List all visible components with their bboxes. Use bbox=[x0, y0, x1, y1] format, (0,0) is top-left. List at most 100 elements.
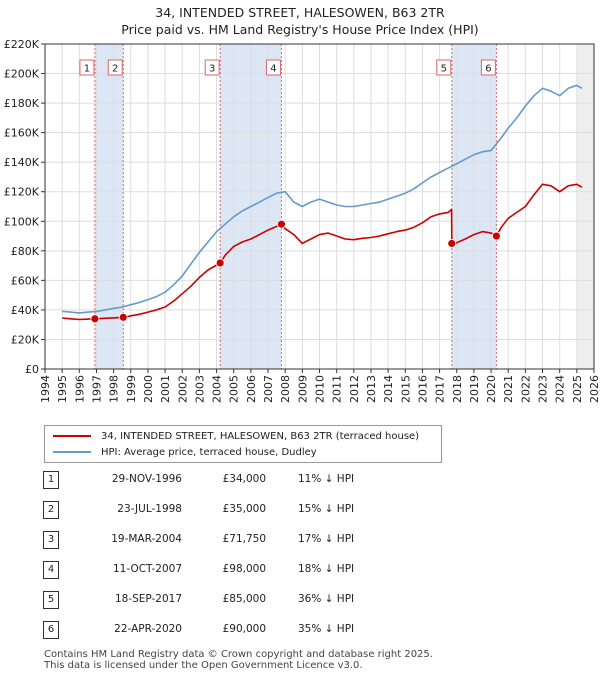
legend-item-hpi: HPI: Average price, terraced house, Dudl… bbox=[53, 445, 317, 459]
footer-attribution: Contains HM Land Registry data © Crown c… bbox=[44, 649, 433, 671]
sale-marker-box bbox=[480, 59, 496, 76]
x-tick-label: 1994 bbox=[39, 375, 52, 403]
sale-date: 29-NOV-1996 bbox=[111, 473, 182, 485]
chart-title-block: 34, INTENDED STREET, HALESOWEN, B63 2TR … bbox=[0, 4, 600, 38]
x-tick-label: 2010 bbox=[314, 375, 327, 403]
x-tick-label: 2024 bbox=[554, 375, 567, 403]
sale-marker-label: 1 bbox=[84, 64, 90, 75]
sale-price: £34,000 bbox=[222, 473, 266, 485]
x-tick-label: 2004 bbox=[211, 375, 224, 403]
sale-date: 22-APR-2020 bbox=[114, 623, 182, 635]
sale-price: £71,750 bbox=[222, 533, 266, 545]
chart-title-address: 34, INTENDED STREET, HALESOWEN, B63 2TR bbox=[155, 5, 445, 20]
legend-price-label: 34, INTENDED STREET, HALESOWEN, B63 2TR … bbox=[101, 430, 420, 442]
x-tick-label: 2016 bbox=[416, 375, 429, 403]
footer-copyright: Contains HM Land Registry data © Crown c… bbox=[44, 649, 433, 660]
x-tick-label: 2021 bbox=[502, 375, 515, 403]
y-tick-label: £40K bbox=[11, 304, 40, 317]
sale-marker-box bbox=[79, 59, 95, 76]
sale-marker bbox=[447, 239, 457, 248]
sale-hpi-diff: 17% ↓ HPI bbox=[298, 533, 355, 545]
x-tick-label: 2002 bbox=[176, 375, 189, 403]
x-tick-label: 2006 bbox=[245, 375, 258, 403]
chart-title-subtitle: Price paid vs. HM Land Registry's House … bbox=[121, 22, 479, 37]
chart-legend: 34, INTENDED STREET, HALESOWEN, B63 2TR … bbox=[44, 425, 442, 463]
sale-hpi-diff: 15% ↓ HPI bbox=[298, 503, 355, 515]
sale-marker bbox=[118, 312, 128, 322]
sale-hpi-diff: 35% ↓ HPI bbox=[298, 623, 355, 635]
y-tick-label: £120K bbox=[4, 186, 40, 199]
y-tick-label: £100K bbox=[4, 215, 40, 228]
x-tick-label: 2020 bbox=[485, 375, 498, 403]
footer-licence: This data is licensed under the Open Gov… bbox=[44, 660, 363, 671]
sale-marker-label: 6 bbox=[485, 64, 491, 75]
sale-price: £35,000 bbox=[222, 503, 266, 515]
y-tick-label: £60K bbox=[11, 274, 40, 287]
x-tick-label: 2011 bbox=[331, 375, 344, 403]
y-tick-label: £220K bbox=[4, 38, 40, 51]
sale-number-badge: 2 bbox=[43, 501, 59, 519]
x-tick-label: 2000 bbox=[142, 375, 155, 403]
sale-marker-label: 5 bbox=[441, 64, 447, 75]
x-tick-label: 2007 bbox=[262, 375, 275, 403]
legend-hpi-label: HPI: Average price, terraced house, Dudl… bbox=[101, 446, 317, 458]
y-tick-label: £180K bbox=[4, 97, 40, 110]
sale-price: £85,000 bbox=[222, 593, 266, 605]
sale-marker-label: 4 bbox=[270, 64, 276, 75]
x-tick-label: 2003 bbox=[193, 375, 206, 403]
y-tick-label: £200K bbox=[4, 68, 40, 81]
sale-row: 1 29-NOV-1996 £34,000 11% ↓ HPI bbox=[40, 471, 460, 489]
y-tick-label: £80K bbox=[11, 245, 40, 258]
x-tick-label: 2008 bbox=[279, 375, 292, 403]
sale-row: 2 23-JUL-1998 £35,000 15% ↓ HPI bbox=[40, 501, 460, 519]
y-tick-label: £0 bbox=[25, 363, 39, 376]
legend-item-price: 34, INTENDED STREET, HALESOWEN, B63 2TR … bbox=[53, 429, 419, 443]
x-tick-label: 1995 bbox=[56, 375, 69, 403]
x-tick-label: 2025 bbox=[571, 375, 584, 403]
x-tick-label: 2014 bbox=[382, 375, 395, 403]
sale-hpi-diff: 11% ↓ HPI bbox=[298, 473, 355, 485]
sale-marker bbox=[90, 314, 100, 324]
price-chart: 1 2 3 4 5 6 £0 £20K £40K £60K £80K £100K £120K £140K… bbox=[4, 38, 600, 403]
sale-marker-box bbox=[107, 59, 123, 76]
sale-marker-label: 2 bbox=[112, 64, 118, 75]
legend-price-swatch bbox=[53, 435, 91, 437]
sale-marker bbox=[215, 258, 225, 268]
x-tick-label: 2023 bbox=[537, 375, 550, 403]
sale-hpi-diff: 36% ↓ HPI bbox=[298, 593, 355, 605]
y-tick-label: £20K bbox=[11, 333, 40, 346]
x-tick-label: 2018 bbox=[451, 375, 464, 403]
ownership-shade bbox=[94, 44, 124, 369]
sale-number-badge: 5 bbox=[43, 591, 59, 609]
sale-marker bbox=[277, 219, 286, 229]
sale-marker-label: 3 bbox=[209, 64, 215, 75]
x-tick-label: 1999 bbox=[125, 375, 138, 403]
sale-hpi-diff: 18% ↓ HPI bbox=[298, 563, 355, 575]
x-tick-label: 2013 bbox=[365, 375, 378, 403]
legend-hpi-swatch bbox=[53, 451, 91, 453]
x-tick-label: 2005 bbox=[228, 375, 241, 403]
sale-date: 11-OCT-2007 bbox=[113, 563, 182, 575]
sale-date: 18-SEP-2017 bbox=[114, 593, 182, 605]
sale-marker-box bbox=[204, 59, 220, 76]
x-tick-label: 2015 bbox=[399, 375, 412, 403]
x-tick-label: 2019 bbox=[468, 375, 481, 403]
sale-row: 5 18-SEP-2017 £85,000 36% ↓ HPI bbox=[40, 591, 460, 609]
sale-date: 23-JUL-1998 bbox=[117, 503, 182, 515]
sale-number-badge: 4 bbox=[43, 561, 59, 579]
sale-number-badge: 3 bbox=[43, 531, 59, 549]
sale-marker-box bbox=[436, 59, 452, 76]
x-tick-label: 1998 bbox=[108, 375, 121, 403]
x-tick-label: 2026 bbox=[588, 375, 600, 403]
sale-row: 4 11-OCT-2007 £98,000 18% ↓ HPI bbox=[40, 561, 460, 579]
hpi-line bbox=[62, 84, 583, 314]
sale-row: 3 19-MAR-2004 £71,750 17% ↓ HPI bbox=[40, 531, 460, 549]
x-tick-label: 2009 bbox=[296, 375, 309, 403]
sale-marker bbox=[491, 231, 501, 241]
sale-date: 19-MAR-2004 bbox=[111, 533, 182, 545]
sale-number-badge: 6 bbox=[43, 621, 59, 639]
sale-number-badge: 1 bbox=[43, 471, 59, 489]
y-tick-label: £160K bbox=[4, 127, 40, 140]
sale-price: £98,000 bbox=[222, 563, 266, 575]
x-tick-label: 2017 bbox=[434, 375, 447, 403]
